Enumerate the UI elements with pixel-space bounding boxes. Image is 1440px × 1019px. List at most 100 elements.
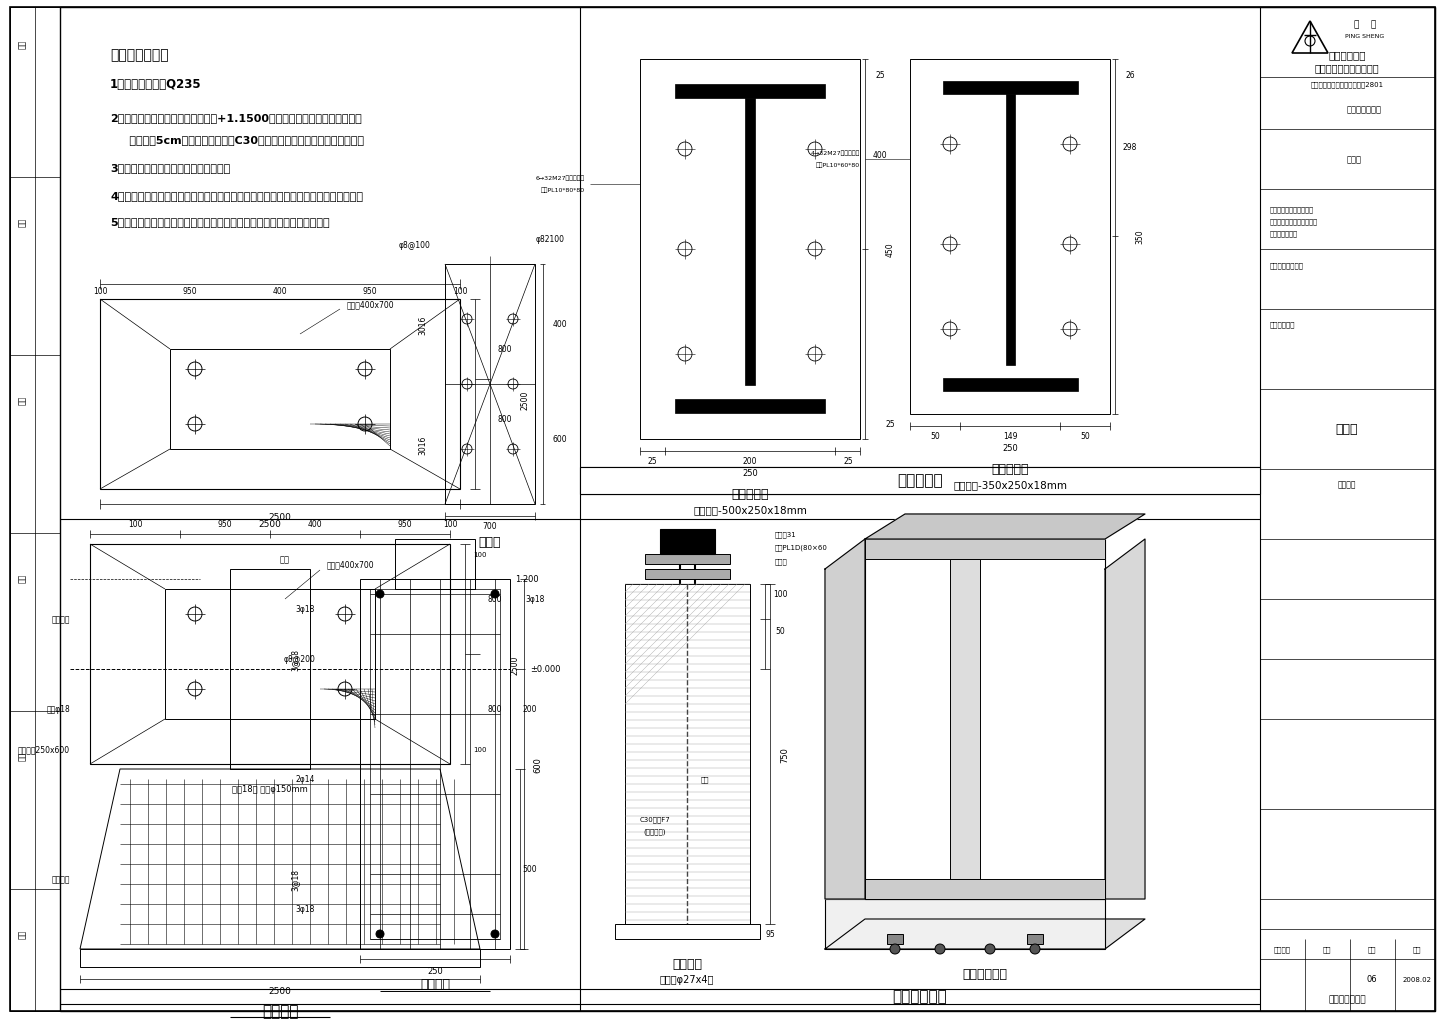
Text: 2、土建混凝土短柱一次浇灌至标高+1.1500，待钢结构吊装完后，混凝土与: 2、土建混凝土短柱一次浇灌至标高+1.1500，待钢结构吊装完后，混凝土与 — [109, 113, 361, 123]
Text: 06: 06 — [1367, 974, 1377, 983]
Text: 400: 400 — [272, 287, 288, 297]
Circle shape — [890, 944, 900, 954]
Text: 批准: 批准 — [17, 928, 26, 937]
Text: 基础详图: 基础详图 — [262, 1004, 298, 1019]
Text: 工程名称: 工程名称 — [1338, 480, 1356, 489]
Text: 50: 50 — [930, 432, 940, 441]
Bar — [645, 554, 730, 565]
Text: 2φ14: 2φ14 — [295, 774, 315, 784]
Text: 100: 100 — [474, 746, 487, 752]
Bar — [1007, 95, 1015, 366]
Text: 700: 700 — [482, 522, 497, 531]
Text: 柱底板详图: 柱底板详图 — [732, 488, 769, 501]
Text: 3016: 3016 — [419, 435, 428, 454]
Text: (二次灌浆): (二次灌浆) — [644, 827, 667, 835]
Text: 柱柱、基础详图: 柱柱、基础详图 — [1328, 995, 1365, 1004]
Text: 日期: 日期 — [1413, 946, 1421, 953]
Text: 审核: 审核 — [17, 217, 26, 226]
Text: 备注：: 备注： — [1346, 155, 1362, 164]
Bar — [615, 924, 760, 940]
Text: 200: 200 — [523, 705, 537, 713]
Text: 柱底板：-350x250x18mm: 柱底板：-350x250x18mm — [953, 480, 1067, 489]
Polygon shape — [865, 515, 1145, 539]
Text: 预埋螺栓详图: 预埋螺栓详图 — [893, 988, 948, 1004]
Bar — [865, 539, 1104, 559]
Text: 平盛钢结构工程有限公司: 平盛钢结构工程有限公司 — [1315, 63, 1380, 73]
Bar — [395, 539, 475, 589]
Text: 950: 950 — [397, 520, 412, 529]
Bar — [645, 570, 730, 580]
Text: 2500: 2500 — [269, 513, 291, 522]
Text: 350: 350 — [1136, 229, 1145, 245]
Text: 钢柱底键5cm间隙由土建二次以C30微膨胀细石混凝土灌浆至设计标高；: 钢柱底键5cm间隙由土建二次以C30微膨胀细石混凝土灌浆至设计标高； — [109, 135, 364, 145]
Text: 4→32M27螺栓标准栓: 4→32M27螺栓标准栓 — [811, 150, 860, 156]
Bar — [675, 399, 825, 414]
Circle shape — [1030, 944, 1040, 954]
Text: φ8@200: φ8@200 — [284, 655, 315, 663]
Text: 2500: 2500 — [520, 390, 530, 410]
Text: C30细石F7: C30细石F7 — [639, 816, 671, 822]
Bar — [950, 559, 981, 879]
Text: 400: 400 — [308, 520, 323, 529]
Circle shape — [376, 930, 384, 938]
Text: 2500: 2500 — [269, 986, 291, 996]
Text: 100: 100 — [474, 551, 487, 557]
Text: 800: 800 — [488, 705, 503, 713]
Text: 柱底板：-500x250x18mm: 柱底板：-500x250x18mm — [693, 504, 806, 515]
Text: 图纸审用事：: 图纸审用事： — [1270, 321, 1296, 328]
Bar — [580, 468, 1260, 494]
Text: 二丁弄: 二丁弄 — [1336, 423, 1358, 436]
Text: 100: 100 — [452, 287, 467, 297]
Text: 监徐批准单位：: 监徐批准单位： — [1270, 230, 1297, 237]
Text: 2500: 2500 — [511, 654, 520, 674]
Bar — [943, 82, 1079, 95]
Text: 3、钢柱与底板的连接采用坡口熔透焊；: 3、钢柱与底板的连接采用坡口熔透焊； — [109, 163, 230, 173]
Text: 预埋螺栓: 预埋螺栓 — [52, 614, 71, 624]
Text: 箱所PL1D(80×60: 箱所PL1D(80×60 — [775, 544, 828, 550]
Bar — [943, 379, 1079, 391]
Text: 3@18: 3@18 — [291, 648, 300, 671]
Text: 设计: 设计 — [17, 395, 26, 405]
Text: 6→32M27螺栓标准栓: 6→32M27螺栓标准栓 — [536, 175, 585, 180]
Bar — [166, 589, 374, 719]
Bar — [99, 300, 459, 489]
Circle shape — [935, 944, 945, 954]
Text: 250: 250 — [428, 967, 444, 975]
Circle shape — [491, 930, 500, 938]
Text: 柱底板详图: 柱底板详图 — [991, 463, 1028, 476]
Text: 校对: 校对 — [17, 573, 26, 582]
Text: 95: 95 — [765, 929, 775, 938]
Text: 资质证明，请向龙施工图市: 资质证明，请向龙施工图市 — [1270, 218, 1318, 225]
Text: 施工图审查编号：: 施工图审查编号： — [1270, 263, 1305, 269]
Text: 钢筋φ18: 钢筋φ18 — [46, 705, 71, 713]
Text: 25: 25 — [886, 420, 894, 429]
Text: 100: 100 — [442, 520, 458, 529]
Text: 3φ18: 3φ18 — [526, 595, 544, 604]
Text: 本图所描绘结构无需经营: 本图所描绘结构无需经营 — [1270, 207, 1315, 213]
Text: 800: 800 — [498, 415, 513, 424]
Bar — [370, 589, 500, 940]
Text: 400: 400 — [553, 320, 567, 329]
Text: 450: 450 — [886, 243, 894, 257]
Text: 3016: 3016 — [419, 315, 428, 334]
Text: 1、柱底板材质均Q235: 1、柱底板材质均Q235 — [109, 78, 202, 92]
Text: 250: 250 — [1002, 444, 1018, 453]
Text: 钢柱: 钢柱 — [279, 555, 289, 564]
Text: 600: 600 — [533, 756, 543, 772]
Text: 25: 25 — [647, 458, 657, 466]
Text: 200: 200 — [743, 458, 757, 466]
Bar — [865, 879, 1104, 899]
Circle shape — [985, 944, 995, 954]
Text: 400: 400 — [873, 151, 887, 159]
Text: 26: 26 — [1125, 70, 1135, 79]
Text: 950: 950 — [363, 287, 377, 297]
Text: 25: 25 — [876, 70, 884, 79]
Text: 水泥环箍: 水泥环箍 — [420, 977, 451, 990]
Text: 审定: 审定 — [17, 751, 26, 760]
Text: 福建省晋江市: 福建省晋江市 — [1328, 50, 1365, 60]
Text: PING SHENG: PING SHENG — [1345, 35, 1385, 40]
Text: 水泥环箍250x600: 水泥环箍250x600 — [17, 745, 71, 754]
Bar — [360, 580, 510, 949]
Text: 比例: 比例 — [1323, 946, 1331, 953]
Text: 950: 950 — [183, 287, 197, 297]
